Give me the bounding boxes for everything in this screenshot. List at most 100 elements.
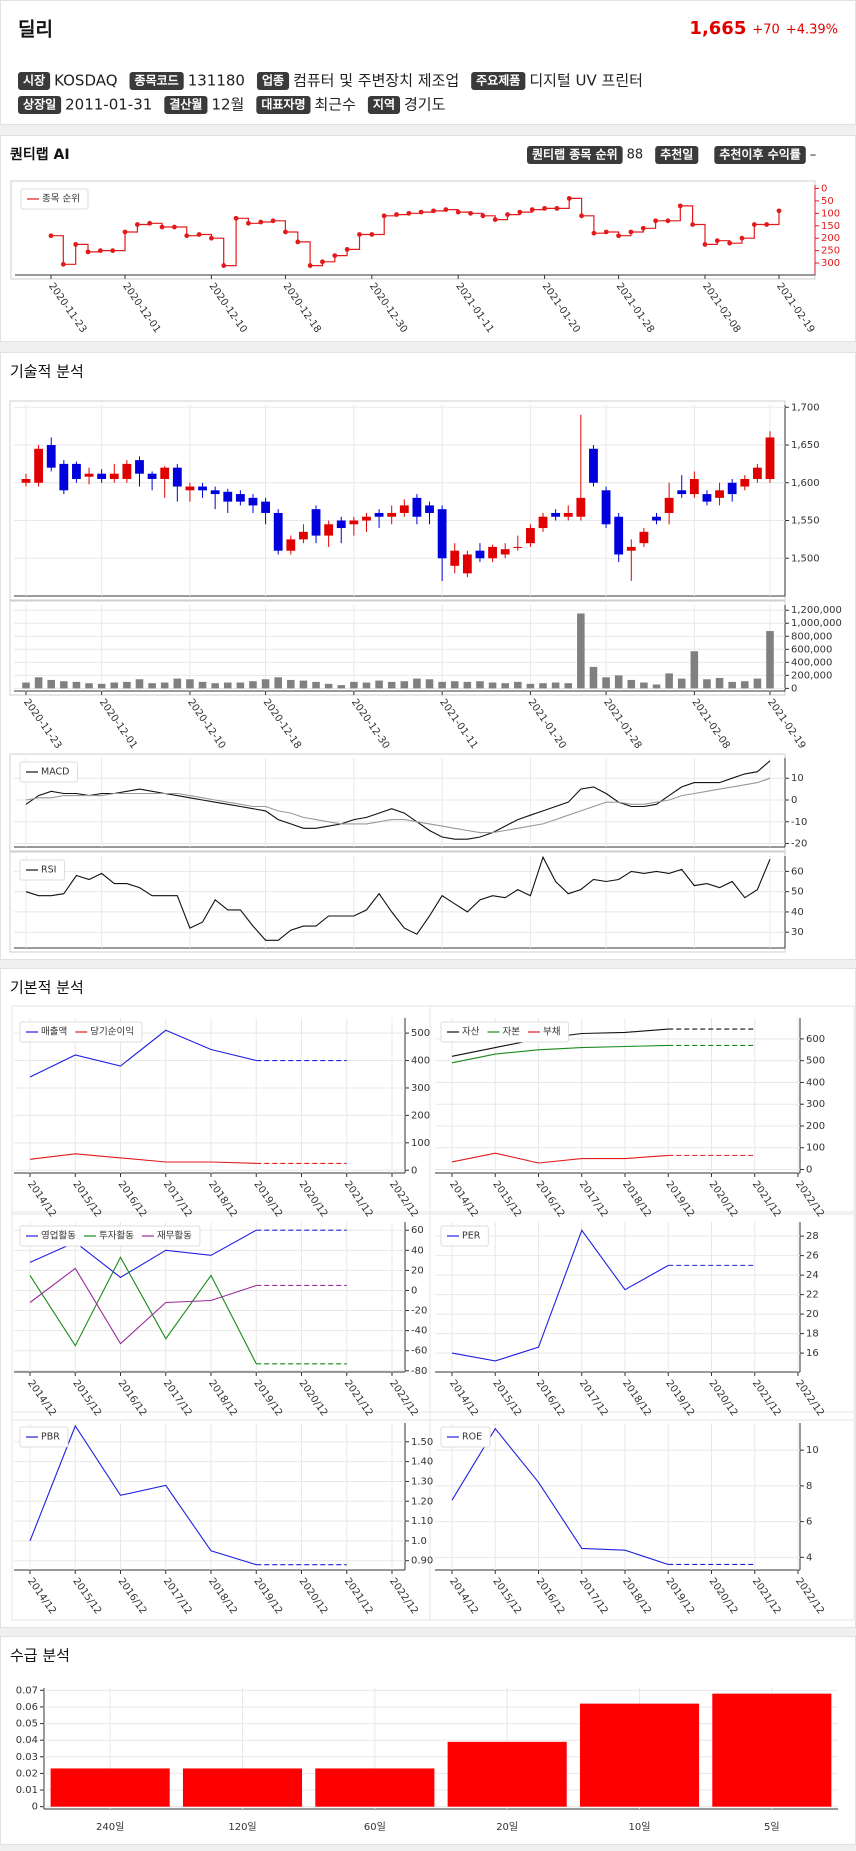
bar [182,1768,303,1807]
candle-body [589,448,598,483]
candle-body [324,524,334,536]
point [283,229,288,235]
candle-body [765,437,775,479]
bar [463,681,472,689]
point [418,209,424,215]
y-tick-label: 300 [821,258,840,269]
y-tick-label: 0.07 [16,1685,38,1696]
point [751,222,757,227]
bar [312,681,320,689]
candle-body [601,490,611,525]
candle-body [715,490,724,498]
candle-body [198,486,207,491]
bar [223,682,232,689]
x-tick-label: 20일 [496,1821,518,1833]
bar [60,681,68,689]
candle-body [488,546,497,559]
bar [551,682,560,689]
badge [367,96,400,114]
candle-body [727,482,737,495]
candle-body [286,539,296,551]
candle-body [261,501,271,513]
point [122,229,128,235]
badge [471,72,526,90]
quant-card [0,135,856,342]
candle-body [551,512,561,517]
point [776,208,782,214]
point [159,224,165,230]
y-tick-label: 0 [821,183,827,194]
bar [315,1768,435,1807]
point [579,213,584,219]
y-tick-label: 4 [806,1552,812,1563]
point [640,225,646,231]
candle-body [399,505,409,513]
candle-body [374,512,384,517]
bar [324,683,333,689]
bar [602,677,610,689]
y-tick-label: 400 [806,1077,825,1088]
point [702,242,708,247]
header-card [0,0,856,125]
bar [350,681,358,689]
point [492,217,498,222]
badge [18,72,51,90]
legend [440,1225,489,1247]
candle-body [336,520,346,529]
point [184,233,190,239]
bar [362,682,371,689]
y-tick-label: 0.06 [16,1702,38,1713]
point [332,253,338,259]
legend-label: 부채 [543,1027,560,1038]
point [505,212,510,217]
section-title: 기술적 분석 [10,363,84,381]
candle-body [109,473,119,479]
badge-label: 대표자명 [261,97,305,112]
bar [577,613,585,689]
badge [164,96,208,114]
y-tick-label: -60 [411,1346,427,1357]
legend-label: MACD [41,767,69,778]
candle-body [135,460,144,474]
x-tick-label: 5일 [764,1821,780,1833]
candle-body [235,494,245,502]
candle-body [46,445,56,468]
y-tick-label: 500 [411,1028,430,1039]
x-tick-label: 120일 [228,1821,256,1833]
bar [337,685,346,689]
bar [236,682,245,689]
y-tick-label: 600,000 [791,644,832,655]
y-tick-label: 400,000 [791,657,832,668]
point [690,222,696,227]
point [233,215,239,221]
badge-label: 업종 [262,74,284,88]
candle-body [412,497,422,517]
y-tick-label: 200 [806,1121,825,1132]
badge-label: 지역 [373,97,395,112]
bar [501,683,509,689]
badge [256,72,290,90]
point [517,209,523,215]
candle-body [72,463,81,479]
candle-body [425,505,434,513]
bar [425,679,434,689]
badge-value: 컴퓨터 및 주변장치 제조업 [293,72,459,90]
bar [85,683,93,689]
point [60,261,66,267]
badge [714,146,806,164]
y-tick-label: 0 [791,683,797,694]
bar [274,677,282,689]
line [451,1152,669,1164]
point [73,242,79,247]
point [295,239,301,245]
candle-body [147,473,157,479]
y-tick-label: 400 [411,1056,430,1067]
y-tick-label: 250 [821,246,840,257]
candle-body [34,448,44,483]
quant-title: 퀀티랩 AI [10,147,70,163]
candle-body [576,497,586,517]
candle-body [639,531,649,544]
bar [703,679,711,689]
bar [539,683,547,689]
